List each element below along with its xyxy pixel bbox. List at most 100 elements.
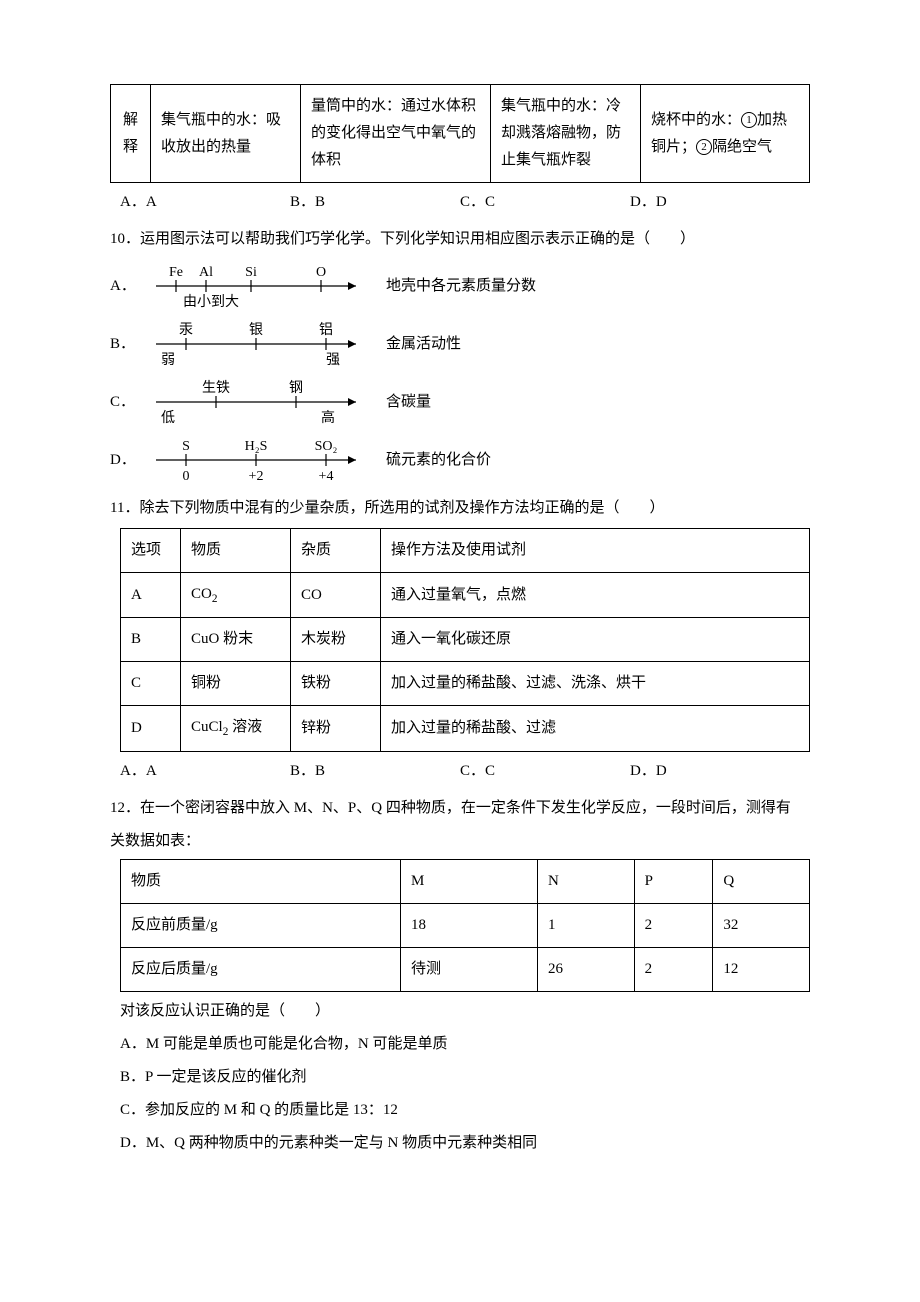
- q9-options: A．A B．B C．C D．D: [110, 189, 810, 216]
- header-2: N: [537, 859, 634, 903]
- opt-label-d: D．: [110, 447, 146, 474]
- table-q9-explanations: 解释 集气瓶中的水：吸收放出的热量 量筒中的水：通过水体积的变化得出空气中氧气的…: [110, 84, 810, 183]
- table-q11: 选项 物质 杂质 操作方法及使用试剂 A CO2 CO 通入过量氧气，点燃 B …: [120, 528, 810, 752]
- cell: 通入过量氧气，点燃: [381, 573, 810, 618]
- table-row: C 铜粉 铁粉 加入过量的稀盐酸、过滤、洗涤、烘干: [121, 662, 810, 706]
- svg-text:低: 低: [161, 410, 175, 426]
- header-1: 物质: [181, 529, 291, 573]
- cell: 铜粉: [181, 662, 291, 706]
- svg-text:0: 0: [183, 469, 190, 484]
- axis-label-a: 地壳中各元素质量分数: [386, 273, 536, 300]
- row-label: 解释: [111, 85, 151, 183]
- q12-stem-1: 12．在一个密闭容器中放入 M、N、P、Q 四种物质，在一定条件下发生化学反应，…: [110, 795, 810, 822]
- header-0: 物质: [121, 859, 401, 903]
- cell: 26: [537, 947, 634, 991]
- cell: 2: [634, 947, 713, 991]
- axis-diagram-b: 汞 银 铝 弱 强: [146, 319, 376, 369]
- option-b: B．B: [290, 758, 460, 785]
- cell-2: 量筒中的水：通过水体积的变化得出空气中氧气的体积: [301, 85, 491, 183]
- svg-text:生铁: 生铁: [202, 380, 230, 396]
- table-row: 物质 M N P Q: [121, 859, 810, 903]
- axis-diagram-a: Fe Al Si O 由小到大: [146, 261, 376, 311]
- q11-options: A．A B．B C．C D．D: [110, 758, 810, 785]
- q10-row-a: A． Fe Al Si O 由小到大 地壳中各元素质量分数: [110, 261, 810, 311]
- option-a: A．A: [120, 189, 290, 216]
- table-row: 反应前质量/g 18 1 2 32: [121, 903, 810, 947]
- table-row: D CuCl2 溶液 锌粉 加入过量的稀盐酸、过滤: [121, 706, 810, 751]
- header-1: M: [401, 859, 538, 903]
- header-0: 选项: [121, 529, 181, 573]
- q12-choice-a: A．M 可能是单质也可能是化合物，N 可能是单质: [120, 1031, 810, 1058]
- cell: 待测: [401, 947, 538, 991]
- cell: 2: [634, 903, 713, 947]
- option-c: C．C: [460, 189, 630, 216]
- svg-text:钢: 钢: [289, 380, 303, 396]
- svg-text:银: 银: [249, 322, 263, 338]
- svg-text:O: O: [316, 265, 326, 280]
- cell: B: [121, 618, 181, 662]
- q10-row-c: C． 生铁 钢 低 高 含碳量: [110, 377, 810, 427]
- cell: 12: [713, 947, 810, 991]
- option-d: D．D: [630, 189, 800, 216]
- q12-choice-d: D．M、Q 两种物质中的元素种类一定与 N 物质中元素种类相同: [120, 1130, 810, 1157]
- header-3: 操作方法及使用试剂: [381, 529, 810, 573]
- header-2: 杂质: [291, 529, 381, 573]
- table-row: 反应后质量/g 待测 26 2 12: [121, 947, 810, 991]
- cell: CO2: [181, 573, 291, 618]
- svg-text:Al: Al: [199, 265, 213, 280]
- q12-followup: 对该反应认识正确的是（ ）: [120, 998, 810, 1025]
- option-a: A．A: [120, 758, 290, 785]
- axis-label-d: 硫元素的化合价: [386, 447, 491, 474]
- cell: 反应后质量/g: [121, 947, 401, 991]
- cell: 铁粉: [291, 662, 381, 706]
- cell-4: 烧杯中的水：1加热铜片；2隔绝空气: [641, 85, 810, 183]
- cell: 加入过量的稀盐酸、过滤、洗涤、烘干: [381, 662, 810, 706]
- q11-stem: 11．除去下列物质中混有的少量杂质，所选用的试剂及操作方法均正确的是（ ）: [110, 495, 810, 522]
- table-row: A CO2 CO 通入过量氧气，点燃: [121, 573, 810, 618]
- svg-text:SO₂: SO₂: [315, 439, 338, 454]
- svg-text:强: 强: [326, 353, 340, 368]
- axis-diagram-d: S H₂S SO₂ 0 +2 +4: [146, 435, 376, 485]
- cell: CuCl2 溶液: [181, 706, 291, 751]
- svg-text:高: 高: [321, 409, 335, 426]
- svg-text:Si: Si: [245, 265, 257, 280]
- cell: 加入过量的稀盐酸、过滤: [381, 706, 810, 751]
- q10-row-b: B． 汞 银 铝 弱 强 金属活动性: [110, 319, 810, 369]
- cell: D: [121, 706, 181, 751]
- cell: A: [121, 573, 181, 618]
- table-q12: 物质 M N P Q 反应前质量/g 18 1 2 32 反应后质量/g 待测 …: [120, 859, 810, 992]
- q12-choice-c: C．参加反应的 M 和 Q 的质量比是 13：12: [120, 1097, 810, 1124]
- opt-label-a: A．: [110, 273, 146, 300]
- table-row: B CuO 粉末 木炭粉 通入一氧化碳还原: [121, 618, 810, 662]
- axis-diagram-c: 生铁 钢 低 高: [146, 377, 376, 427]
- option-d: D．D: [630, 758, 800, 785]
- svg-text:弱: 弱: [161, 353, 175, 368]
- axis-label-c: 含碳量: [386, 389, 431, 416]
- opt-label-b: B．: [110, 331, 146, 358]
- svg-text:+4: +4: [319, 469, 334, 484]
- table-row: 选项 物质 杂质 操作方法及使用试剂: [121, 529, 810, 573]
- opt-label-c: C．: [110, 389, 146, 416]
- svg-text:+2: +2: [249, 469, 264, 484]
- svg-text:Fe: Fe: [169, 265, 183, 280]
- option-c: C．C: [460, 758, 630, 785]
- q12-choice-b: B．P 一定是该反应的催化剂: [120, 1064, 810, 1091]
- q12-stem-2: 关数据如表：: [110, 828, 810, 855]
- cell: C: [121, 662, 181, 706]
- option-b: B．B: [290, 189, 460, 216]
- svg-text:铝: 铝: [319, 322, 333, 338]
- header-4: Q: [713, 859, 810, 903]
- cell: 通入一氧化碳还原: [381, 618, 810, 662]
- cell: 32: [713, 903, 810, 947]
- cell: 1: [537, 903, 634, 947]
- cell: 锌粉: [291, 706, 381, 751]
- svg-text:S: S: [182, 439, 190, 454]
- svg-text:由小到大: 由小到大: [183, 294, 239, 310]
- svg-text:汞: 汞: [179, 323, 193, 338]
- axis-label-b: 金属活动性: [386, 331, 461, 358]
- cell: 反应前质量/g: [121, 903, 401, 947]
- cell: CuO 粉末: [181, 618, 291, 662]
- cell-1: 集气瓶中的水：吸收放出的热量: [151, 85, 301, 183]
- cell: CO: [291, 573, 381, 618]
- header-3: P: [634, 859, 713, 903]
